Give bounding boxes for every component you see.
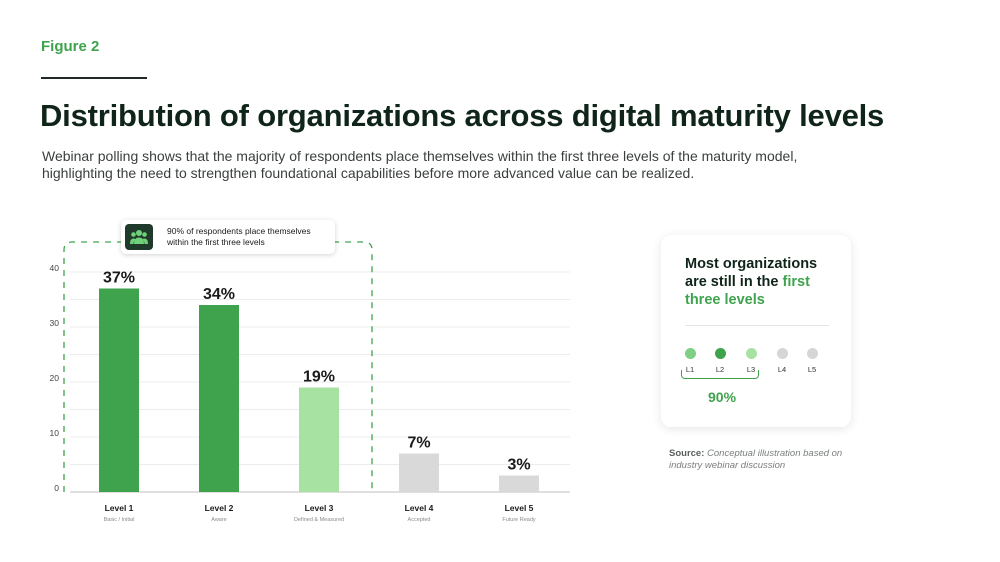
level-dot-label: L3 [746,365,756,374]
bar-value-label: 34% [203,286,235,303]
bar-level-4 [399,453,439,492]
level-dot-l1 [685,348,696,359]
callout-text: 90% of respondents place themselves with… [167,226,311,247]
level-dot-label: L5 [807,365,817,374]
x-category-label: Level 2 [205,503,234,513]
summary-card: Most organizations are still in the firs… [661,235,851,427]
level-dot-l3 [746,348,757,359]
x-category-sublabel: Aware [211,517,227,523]
bar-level-2 [199,305,239,492]
bar-value-label: 19% [303,369,335,386]
x-category-label: Level 4 [405,503,434,513]
y-tick-label: 20 [50,373,60,383]
summary-heading-text: Most organizations are still in the [685,256,818,290]
x-category-sublabel: Future Ready [502,517,536,523]
first-three-levels-bracket [681,370,759,379]
y-tick-label: 10 [50,428,60,438]
x-category-label: Level 3 [305,503,334,513]
figure-label: Figure 2 [41,38,100,55]
people-group-icon [125,224,153,250]
summary-percent: 90% [708,389,737,405]
x-category-label: Level 5 [505,503,534,513]
x-category-label: Level 1 [105,503,134,513]
maturity-bar-chart: 0 10 20 30 40 37% Level 1 Basic / Initial 34% Lev… [50,241,570,523]
bar-value-label: 3% [507,457,530,474]
page-subtitle: Webinar polling shows that the majority … [42,148,798,181]
level-dot-label: L4 [777,365,787,374]
bar-value-label: 7% [407,435,430,452]
level-dot-l2 [715,348,726,359]
level-dot-label: L1 [685,365,695,374]
source-text: Conceptual illustration based on industr… [669,448,843,471]
source-note: Source: Conceptual illustration based on… [669,448,859,472]
page-title: Distribution of organizations across dig… [40,98,885,133]
y-tick-label: 0 [54,483,59,493]
summary-heading-highlight: first three levels [685,274,810,308]
bar-level-5 [499,475,539,492]
figure-label-underline [41,77,147,79]
callout-box: 90% of respondents place themselves with… [121,220,335,254]
y-tick-label: 30 [50,318,60,328]
y-tick-label: 40 [50,263,60,273]
x-category-sublabel: Basic / Initial [104,517,135,523]
bar-value-label: 37% [103,270,135,287]
summary-card-heading: Most organizations are still in the firs… [685,255,835,309]
summary-card-divider [685,325,829,326]
x-category-sublabel: Defined & Measured [294,517,344,523]
level-dot-l5 [807,348,818,359]
bar-level-1 [99,288,139,492]
bar-level-3 [299,387,339,492]
level-dot-l4 [777,348,788,359]
level-dot-label: L2 [715,365,725,374]
source-label: Source: [669,448,705,459]
x-category-sublabel: Accepted [408,517,431,523]
